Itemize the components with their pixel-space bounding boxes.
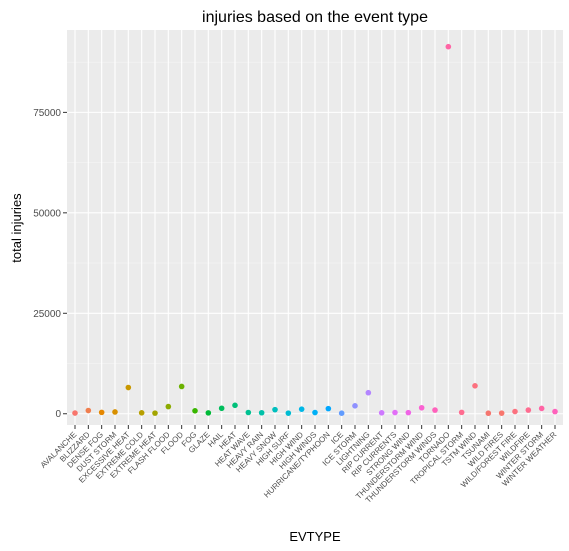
data-point (258, 409, 265, 416)
data-point (98, 409, 105, 416)
data-point (312, 409, 318, 416)
data-point (298, 406, 305, 412)
data-point (552, 408, 558, 415)
data-point (365, 389, 372, 396)
data-point (165, 403, 172, 410)
data-point (285, 410, 292, 416)
data-point (525, 407, 532, 413)
y-axis: 0 25000 50000 75000 (33, 108, 67, 420)
data-point (232, 402, 238, 409)
data-point (472, 382, 478, 389)
data-point (72, 410, 78, 416)
grid-lines (67, 30, 563, 425)
data-point (152, 410, 158, 416)
data-point (85, 407, 92, 414)
y-tick-label: 25000 (33, 309, 61, 320)
data-point (445, 43, 452, 50)
data-point (138, 410, 145, 416)
data-point (458, 409, 465, 416)
data-point (338, 410, 345, 416)
data-point (125, 384, 132, 391)
x-axis-title: EVTYPE (289, 529, 341, 544)
data-point (218, 405, 225, 412)
y-tick-label: 50000 (33, 208, 61, 219)
data-point (538, 405, 545, 412)
data-point (392, 409, 398, 416)
chart-title: injuries based on the event type (202, 9, 428, 26)
data-point (432, 407, 438, 413)
data-point (418, 404, 425, 411)
data-point (178, 383, 185, 390)
data-point (378, 410, 385, 416)
data-point (325, 405, 332, 412)
data-point (405, 409, 412, 416)
data-point (245, 409, 252, 416)
data-point (112, 409, 118, 415)
data-points (72, 43, 558, 417)
data-point (205, 410, 212, 416)
data-point (498, 410, 505, 416)
y-axis-title: total injuries (9, 193, 24, 263)
y-tick-label: 75000 (33, 108, 61, 119)
data-point (485, 410, 492, 417)
data-point (512, 408, 518, 415)
data-point (192, 407, 198, 414)
data-point (272, 406, 278, 413)
data-point (352, 403, 358, 409)
y-tick-label: 0 (55, 409, 61, 420)
